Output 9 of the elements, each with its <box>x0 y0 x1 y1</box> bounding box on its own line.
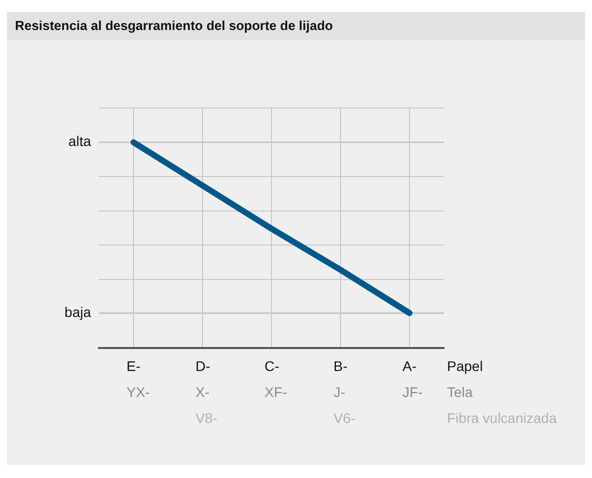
x-tick-label: C- XF- <box>264 358 288 400</box>
x-tick-label: A- JF- <box>402 358 424 400</box>
x-axis-title: Papel Tela Fibra vulcanizada <box>447 358 557 426</box>
ref-line-label: baja <box>64 304 92 320</box>
x-tick-label: B- J- V6- <box>334 358 356 426</box>
ref-line-label: alta <box>68 133 92 150</box>
x-tick-label: D- X- V8- <box>196 358 218 426</box>
chart-title: Resistencia al desgarramiento del soporte de lijado <box>7 12 585 40</box>
x-tick-label: E- YX- <box>126 358 150 400</box>
